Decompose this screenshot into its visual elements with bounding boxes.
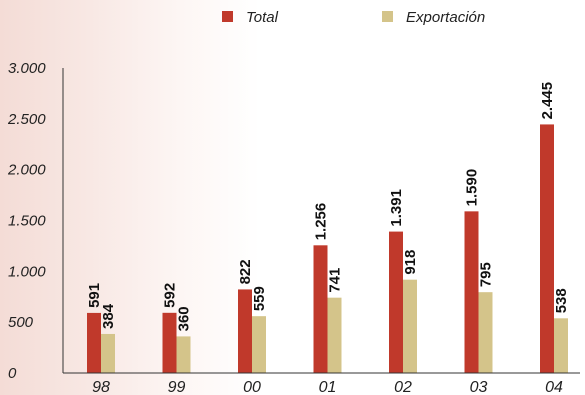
- x-tick-label: 99: [168, 379, 186, 395]
- data-label: 559: [251, 286, 268, 311]
- data-label: 918: [402, 250, 419, 275]
- x-tick-label: 03: [470, 379, 488, 395]
- y-tick-label: 2.000: [7, 162, 46, 179]
- x-axis: 98 99 00 01 02 03 04: [63, 372, 580, 395]
- data-label: 1.590: [464, 169, 481, 207]
- y-tick-label: 2.500: [7, 111, 46, 128]
- y-axis: 0 500 1.000 1.500 2.000 2.500 3.000: [7, 60, 64, 382]
- bar-total: [389, 231, 403, 373]
- legend-swatch-0: [222, 11, 233, 22]
- x-tick-label: 00: [243, 379, 261, 395]
- bar-exportacion: [478, 292, 493, 373]
- data-label: 741: [327, 268, 344, 293]
- legend-swatch-1: [382, 11, 393, 22]
- bar-exportacion: [176, 336, 191, 373]
- data-label: 1.256: [313, 203, 330, 241]
- y-tick-label: 1.000: [8, 263, 46, 280]
- x-tick-label: 01: [319, 379, 337, 395]
- data-label: 822: [237, 259, 254, 284]
- y-tick-label: 500: [8, 314, 34, 331]
- bar-exportacion: [403, 279, 417, 373]
- data-label: 795: [478, 262, 495, 287]
- data-label: 2.445: [539, 82, 556, 120]
- data-label: 592: [162, 283, 179, 308]
- legend-label-0: Total: [246, 9, 279, 26]
- bar-exportacion: [252, 316, 266, 373]
- data-label: 1.391: [388, 189, 405, 227]
- bar-total: [464, 211, 479, 373]
- bar-exportacion: [554, 318, 568, 373]
- data-label: 591: [86, 283, 103, 308]
- bar-total: [238, 289, 252, 373]
- data-label: 360: [176, 306, 193, 331]
- data-label: 384: [100, 303, 117, 329]
- bar-total: [540, 124, 554, 373]
- y-tick-label: 0: [8, 365, 17, 382]
- bar-total: [87, 312, 101, 373]
- legend-label-1: Exportación: [406, 9, 485, 26]
- x-tick-label: 04: [545, 379, 563, 395]
- bar-exportacion: [327, 297, 342, 373]
- bar-exportacion: [101, 333, 115, 373]
- x-tick-label: 98: [92, 379, 110, 395]
- y-tick-label: 3.000: [8, 60, 46, 77]
- bar-total: [162, 312, 177, 373]
- x-tick-label: 02: [394, 379, 412, 395]
- y-tick-label: 1.500: [8, 213, 46, 230]
- data-label: 538: [553, 288, 570, 313]
- bar-total: [313, 245, 328, 373]
- legend: Total Exportación: [222, 9, 485, 26]
